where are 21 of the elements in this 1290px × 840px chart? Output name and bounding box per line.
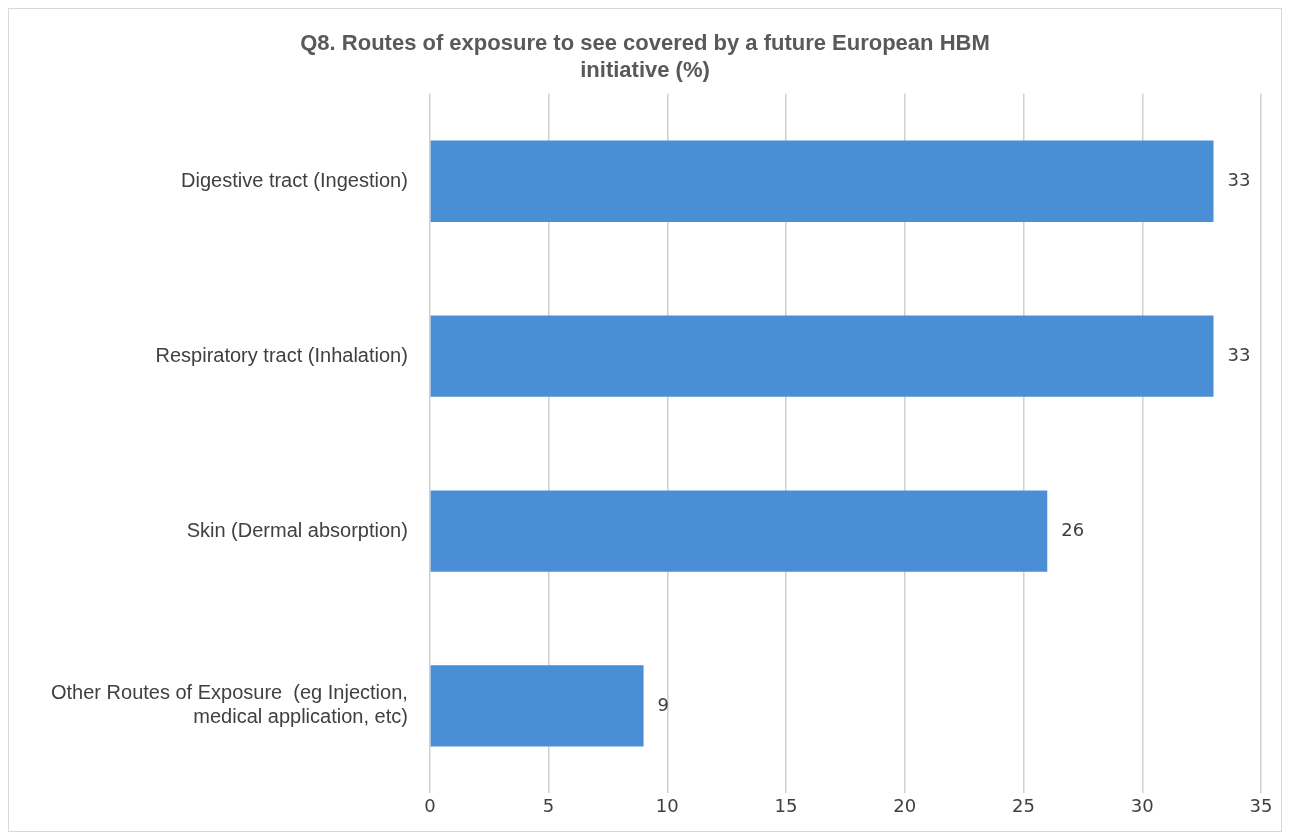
bar xyxy=(430,315,1214,397)
x-tick-label: 35 xyxy=(1249,794,1273,816)
data-label: 9 xyxy=(657,693,670,715)
data-label: 33 xyxy=(1227,343,1251,365)
x-tick-label: 30 xyxy=(1130,794,1154,816)
bar xyxy=(430,490,1048,572)
data-label: 26 xyxy=(1061,518,1085,540)
x-tick-label: 5 xyxy=(542,794,555,816)
bar xyxy=(430,140,1214,222)
bar xyxy=(430,665,644,747)
x-tick-label: 15 xyxy=(774,794,798,816)
x-tick-label: 0 xyxy=(424,794,436,816)
y-tick-label: Digestive tract (Ingestion) xyxy=(181,168,408,191)
x-tick-label: 25 xyxy=(1012,794,1035,816)
x-tick-label: 10 xyxy=(655,794,679,816)
y-tick-label: Skin (Dermal absorption) xyxy=(186,518,408,541)
x-tick-label: 20 xyxy=(893,794,917,816)
chart-title: Q8. Routes of exposure to see covered by a future European HBM initiative (%) xyxy=(300,30,990,82)
y-tick-label: Other Routes of Exposure (eg Injection, medical application, etc) xyxy=(51,681,408,728)
data-label: 33 xyxy=(1227,168,1251,190)
y-tick-label: Respiratory tract (Inhalation) xyxy=(155,343,408,366)
